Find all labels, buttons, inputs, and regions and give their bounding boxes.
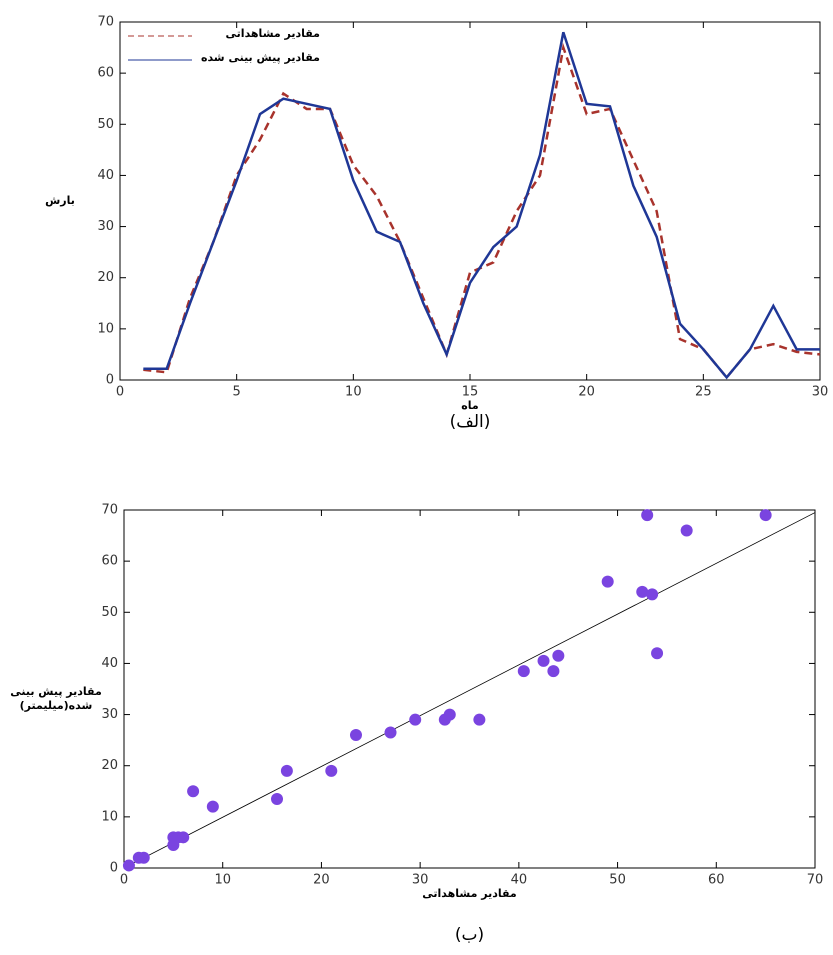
y-tick-label: 30 <box>97 219 114 234</box>
point <box>552 649 565 662</box>
point <box>680 524 693 537</box>
x-tick-label: 0 <box>120 873 128 888</box>
caption: (الف) <box>450 412 491 432</box>
y-tick-label: 70 <box>101 503 118 518</box>
point <box>651 647 664 660</box>
y-tick-label: 40 <box>97 168 114 183</box>
x-axis-label: مقادیر مشاهداتی <box>422 887 516 900</box>
point <box>473 713 486 726</box>
point <box>325 764 338 777</box>
point <box>443 708 456 721</box>
legend-label: مقادیر پیش بینی شده <box>201 51 320 64</box>
y-tick-label: 70 <box>97 15 114 30</box>
point <box>409 713 422 726</box>
point <box>187 785 200 798</box>
point <box>384 726 397 739</box>
y-tick-label: 60 <box>101 554 118 569</box>
point <box>636 585 649 598</box>
x-tick-label: 15 <box>462 385 479 400</box>
x-tick-label: 70 <box>807 873 824 888</box>
plot-frame <box>119 21 821 381</box>
point <box>122 859 135 872</box>
point <box>601 575 614 588</box>
y-tick-label: 50 <box>97 117 114 132</box>
y-tick-label: 20 <box>101 758 118 773</box>
y-tick-label: 10 <box>97 321 114 336</box>
point <box>759 509 772 522</box>
point <box>206 800 219 813</box>
x-tick-label: 20 <box>313 873 330 888</box>
y-tick-label: 40 <box>101 656 118 671</box>
x-axis-label: ماه <box>461 399 478 412</box>
y-axis-label: مقادیر پیش بینی <box>10 685 102 698</box>
point <box>517 665 530 678</box>
x-tick-label: 40 <box>511 873 528 888</box>
y-tick-label: 30 <box>101 707 118 722</box>
x-tick-label: 5 <box>233 385 241 400</box>
y-tick-label: 0 <box>106 373 114 388</box>
caption: (ب) <box>455 925 484 945</box>
data-line <box>143 31 820 380</box>
point <box>537 654 550 667</box>
point <box>349 729 362 742</box>
plot-frame <box>123 509 816 869</box>
x-tick-label: 20 <box>578 385 595 400</box>
y-tick-label: 20 <box>97 270 114 285</box>
y-tick-label: 10 <box>101 809 118 824</box>
x-tick-label: 10 <box>345 385 362 400</box>
point <box>646 588 659 601</box>
y-tick-label: 50 <box>101 605 118 620</box>
point <box>547 665 560 678</box>
x-tick-label: 0 <box>116 385 124 400</box>
y-axis-label: بارش <box>45 194 75 207</box>
point <box>137 851 150 864</box>
point <box>280 764 293 777</box>
y-tick-label: 0 <box>110 861 118 876</box>
x-tick-label: 25 <box>695 385 712 400</box>
point <box>177 831 190 844</box>
y-axis-label: شده(میلیمتر) <box>20 699 93 712</box>
x-tick-label: 10 <box>214 873 231 888</box>
legend-label: مقادیر مشاهداتی <box>226 27 320 40</box>
y-tick-label: 60 <box>97 66 114 81</box>
data-line <box>143 42 821 380</box>
x-tick-label: 50 <box>609 873 626 888</box>
x-tick-label: 30 <box>812 385 829 400</box>
point <box>271 792 284 805</box>
x-tick-label: 60 <box>708 873 725 888</box>
point <box>641 509 654 522</box>
x-tick-label: 30 <box>412 873 429 888</box>
trend-line <box>123 512 816 869</box>
